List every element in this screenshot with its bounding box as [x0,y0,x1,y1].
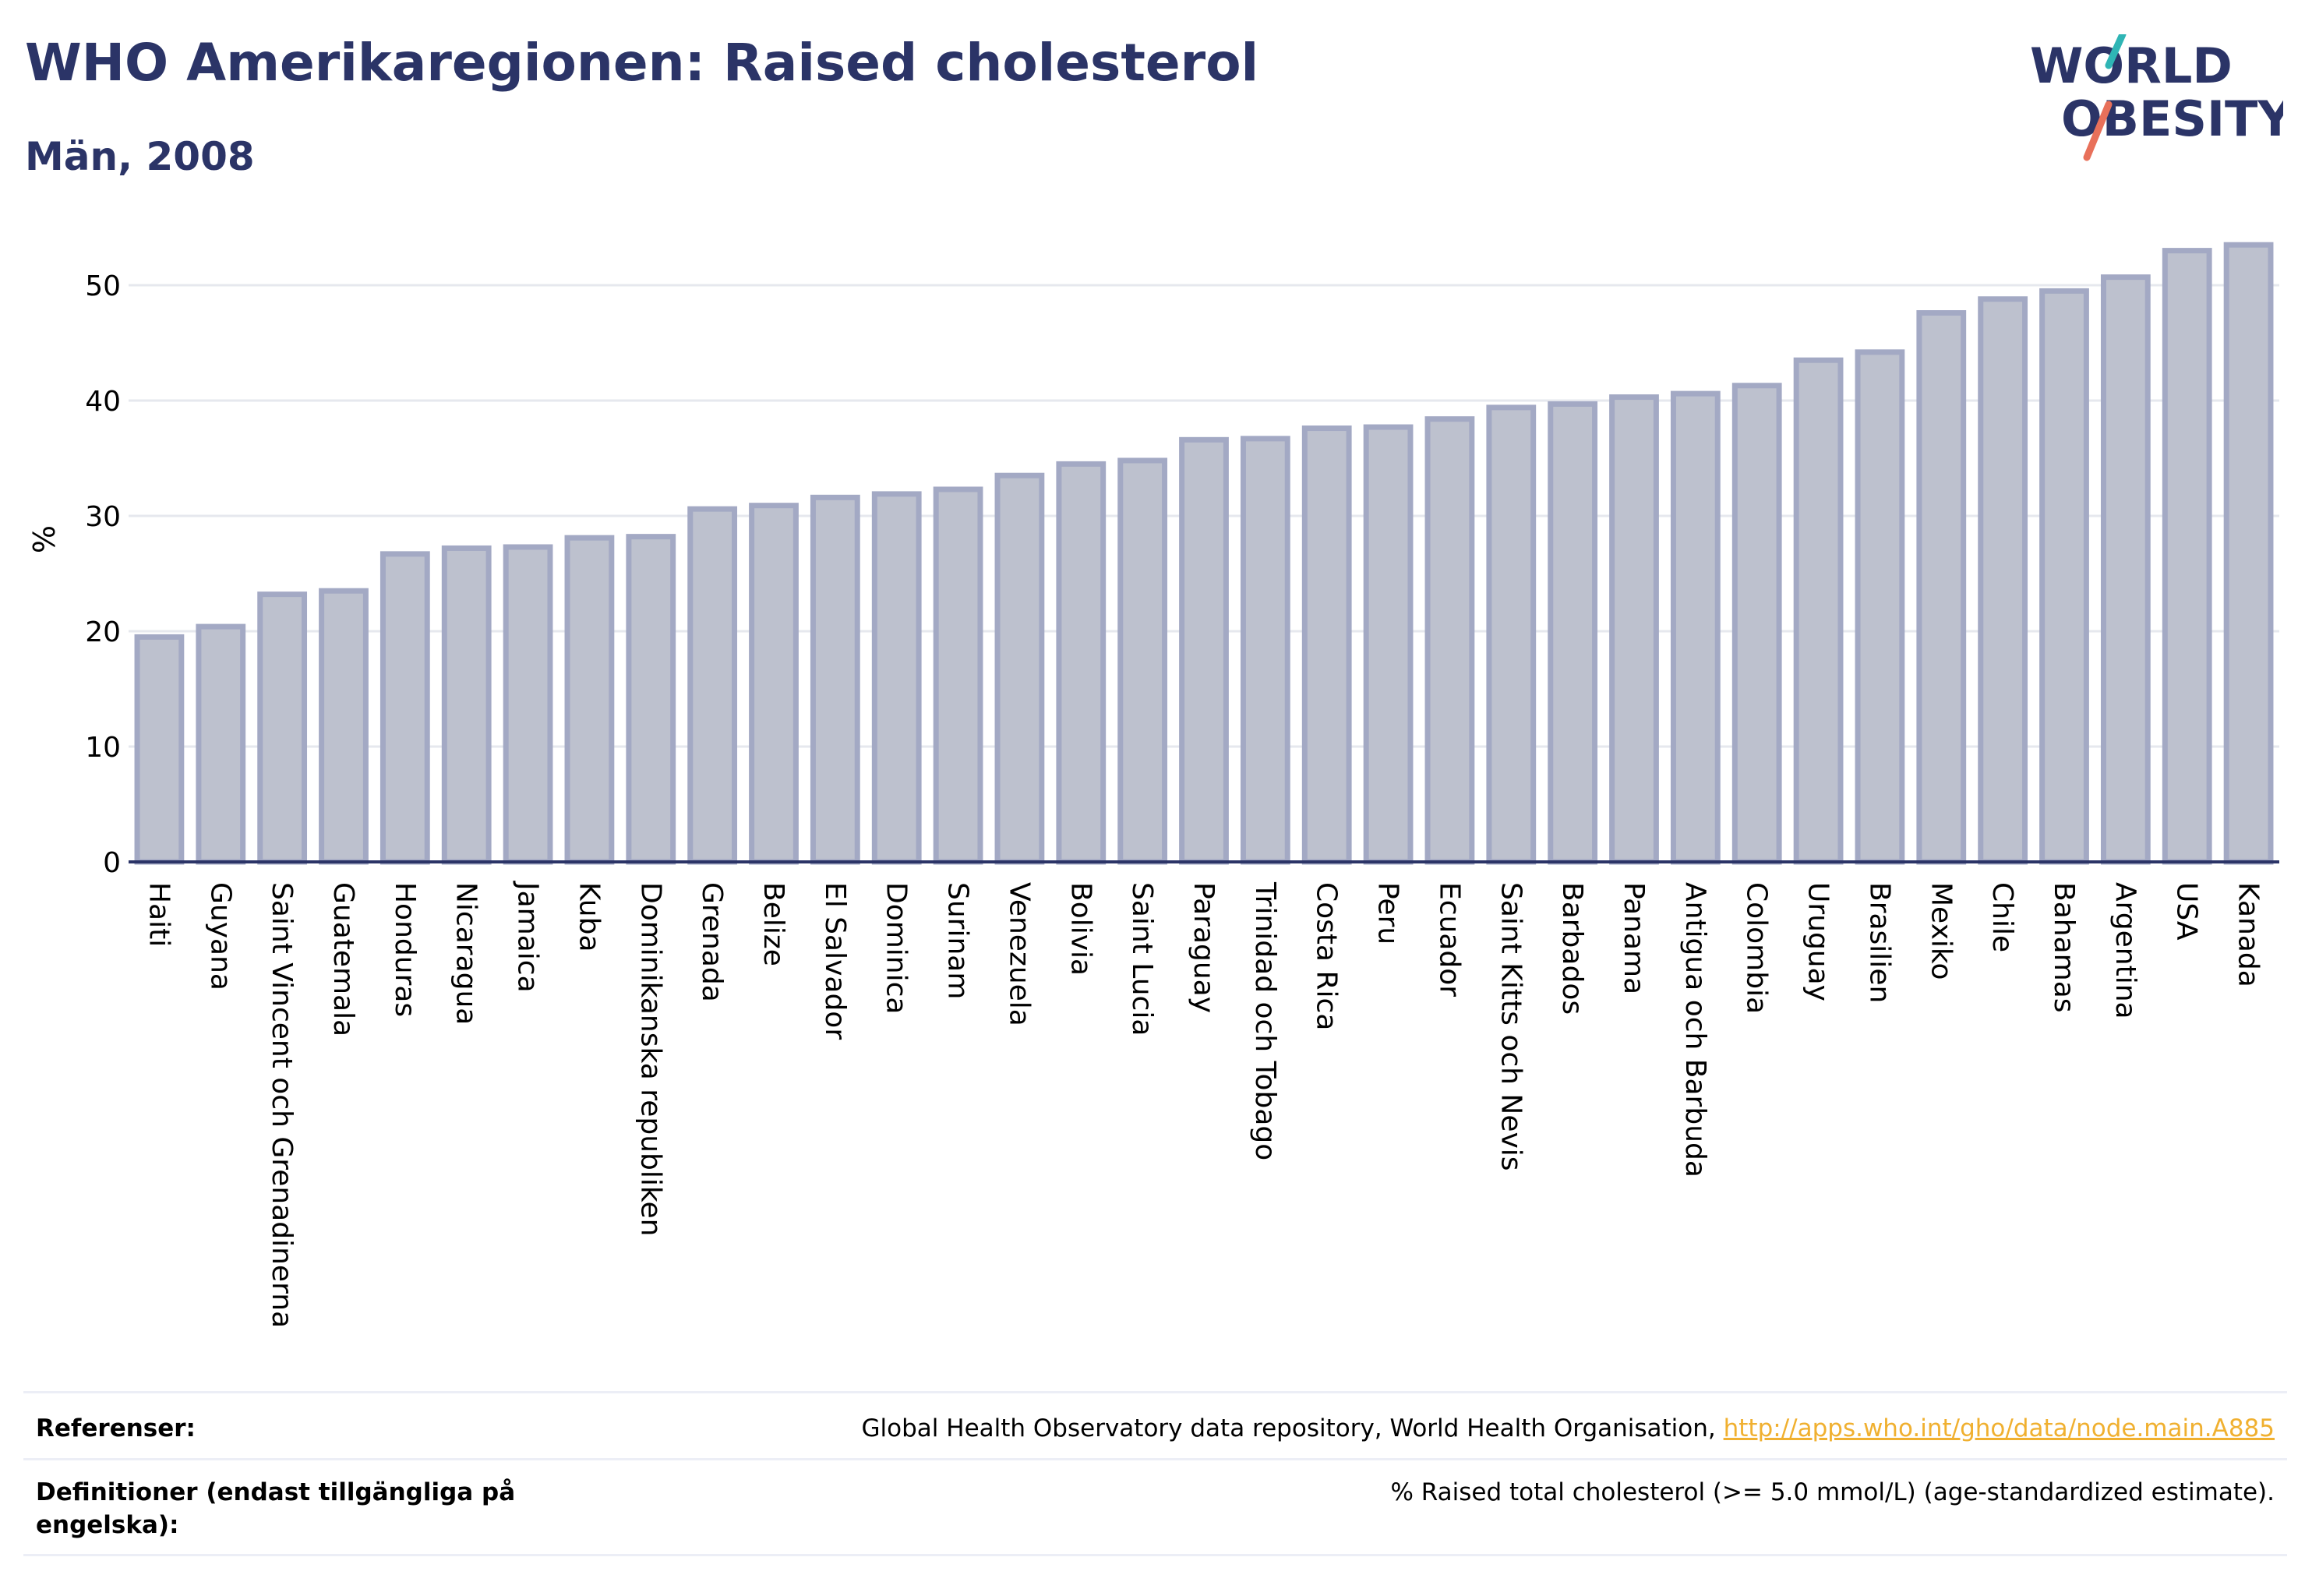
bar [933,486,983,865]
x-tick-label: El Salvador [819,882,851,1040]
references-value: Global Health Observatory data repositor… [862,1393,2287,1445]
bar-chart: 0 10 20 30 40 50 Haiti Guyana Saint Vincent och… [27,242,2279,1328]
bar [1363,424,1414,865]
bar [503,544,553,865]
bar [1424,416,1475,865]
x-tick-label: Saint Kitts och Nevis [1495,882,1527,1171]
footer: Referenser: Global Health Observatory da… [23,1391,2287,1556]
logo-slash-bottom [2083,101,2113,161]
definitions-label: Definitioner (endast tillgängliga på eng… [36,1478,516,1539]
y-tick-label: 50 [85,270,121,302]
bar [1855,349,1905,865]
y-tick-label: 40 [85,386,121,418]
x-tick-label: Grenada [696,882,728,1002]
x-tick-label: Dominikanska republiken [634,882,666,1236]
bar [1670,390,1721,865]
bar [1978,296,2028,865]
x-tick-label: Kanada [2233,882,2264,987]
logo-slash-top [2105,34,2127,69]
bar [1486,404,1537,865]
x-tick-label: Surinam [942,882,974,999]
bar [134,634,185,865]
x-tick-label: Bahamas [2048,882,2080,1013]
x-tick-label: Costa Rica [1311,882,1343,1030]
bar [379,551,430,865]
bar [441,545,492,865]
bar [196,623,246,865]
x-tick-label: Kuba [573,882,605,952]
logo-line-1: WORLD [2030,37,2233,94]
bar [1240,436,1290,865]
x-tick-label: Brasilien [1863,882,1895,1003]
references-label: Referenser: [36,1414,196,1442]
bar [2039,288,2089,865]
x-tick-label: Mexiko [1925,882,1957,980]
x-tick-label: Barbados [1556,882,1588,1015]
bar [564,535,615,865]
y-axis-label: % [27,525,62,553]
x-tick-label: Paraguay [1188,882,1220,1013]
bar [1548,401,1598,865]
x-tick-label: Antigua och Barbuda [1679,882,1711,1178]
x-tick-label: Saint Lucia [1126,882,1158,1036]
y-tick-label: 10 [85,732,121,764]
x-tick-label: Panama [1618,882,1650,994]
x-tick-label: Trinidad och Tobago [1249,881,1281,1160]
bar [749,503,799,865]
x-tick-labels: Haiti Guyana Saint Vincent och Grenadinern… [143,881,2264,1328]
bar [2100,274,2151,865]
bar [626,534,676,865]
x-tick-label: Haiti [143,882,175,947]
x-tick-label: Ecuador [1433,882,1465,997]
x-tick-label: Peru [1372,882,1404,945]
y-tick-label: 30 [85,501,121,533]
x-tick-label: Honduras [389,882,421,1017]
bar [1179,436,1229,865]
bars [134,242,2274,865]
x-tick-label: Argentina [2109,882,2141,1019]
definitions-value: % Raised total cholesterol (>= 5.0 mmol/… [1390,1478,2275,1506]
chart-title: WHO Amerikaregionen: Raised cholesterol [25,33,1259,93]
bar [319,588,369,865]
world-obesity-logo: WORLD OBESITY [2030,34,2283,161]
bar [1793,357,1844,865]
bar [2162,248,2212,865]
x-tick-label: Nicaragua [450,882,482,1025]
x-tick-label: Chile [1986,882,2018,952]
x-tick-label: Belize [757,882,789,966]
bar [810,494,860,865]
bar [871,491,922,865]
references-row: Referenser: Global Health Observatory da… [23,1391,2287,1458]
x-tick-label: Bolivia [1064,882,1096,976]
bar [2223,242,2274,865]
bar [1117,457,1168,865]
bar [1301,425,1352,865]
bar [687,506,738,865]
x-tick-label: Colombia [1741,882,1773,1014]
x-tick-label: Guatemala [327,882,359,1036]
bar [994,472,1045,865]
x-tick-label: Jamaica [512,881,544,993]
references-link[interactable]: http://apps.who.int/gho/data/node.main.A… [1723,1414,2275,1442]
bar [257,591,308,865]
references-text: Global Health Observatory data repositor… [861,1414,1724,1442]
chart-subtitle: Män, 2008 [25,134,255,179]
bar [1916,310,1967,865]
y-tick-labels: 0 10 20 30 40 50 [85,270,121,879]
x-tick-label: Guyana [204,882,236,990]
y-tick-label: 0 [103,847,121,879]
x-tick-label: USA [2171,882,2203,941]
x-tick-label: Dominica [881,882,912,1015]
y-tick-label: 20 [85,616,121,648]
bar [1056,461,1107,865]
x-tick-label: Uruguay [1802,882,1834,1001]
bar [1731,383,1782,865]
x-tick-label: Venezuela [1003,882,1035,1026]
definitions-row: Definitioner (endast tillgängliga på eng… [23,1458,2287,1556]
bar [1609,394,1659,865]
x-tick-label: Saint Vincent och Grenadinerna [266,882,298,1328]
